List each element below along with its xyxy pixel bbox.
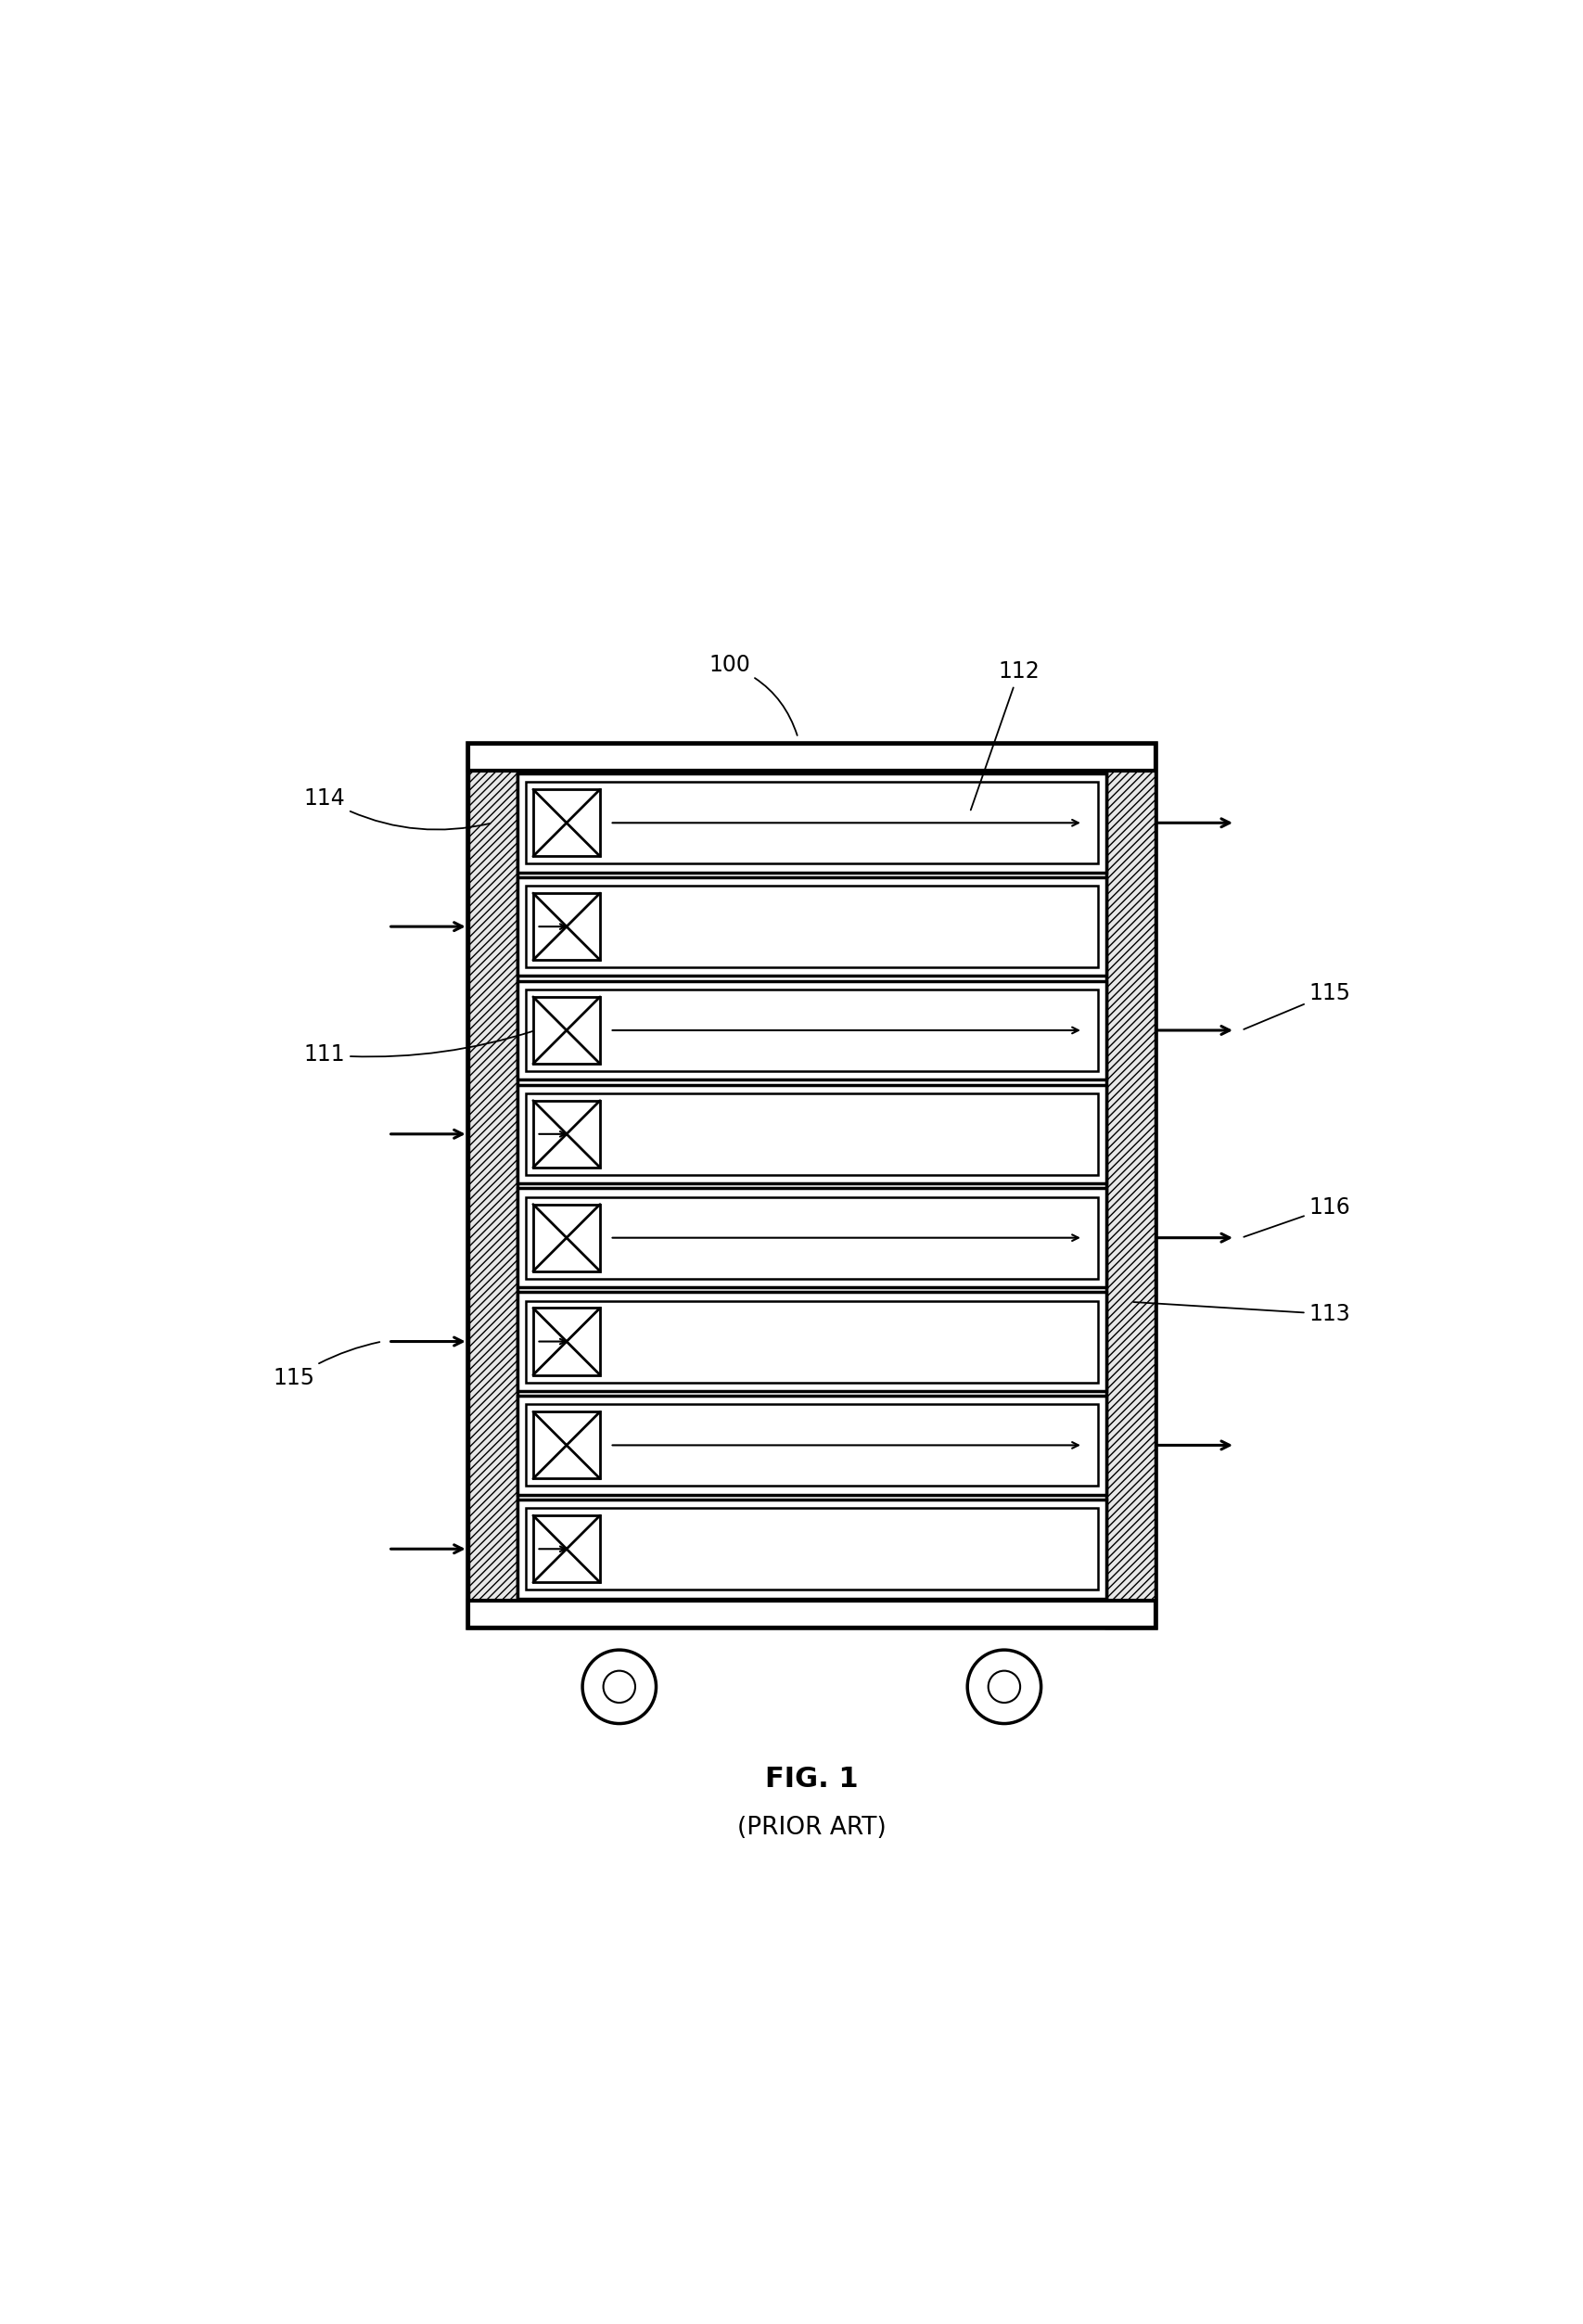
- Text: 112: 112: [970, 660, 1038, 811]
- Bar: [533, 1411, 600, 1478]
- Bar: [516, 981, 1105, 1081]
- Bar: [526, 1092, 1097, 1176]
- Bar: [526, 1301, 1097, 1383]
- Bar: [526, 990, 1097, 1071]
- Bar: [469, 744, 1156, 1627]
- Bar: [469, 744, 1156, 772]
- Bar: [526, 885, 1097, 967]
- Bar: [526, 1197, 1097, 1278]
- Text: 115: 115: [1243, 983, 1350, 1030]
- Bar: [516, 1499, 1105, 1599]
- Bar: [533, 1308, 600, 1376]
- Bar: [516, 1085, 1105, 1183]
- Text: 100: 100: [708, 653, 796, 734]
- Bar: [526, 1508, 1097, 1590]
- Circle shape: [583, 1650, 655, 1724]
- Bar: [516, 876, 1105, 976]
- Bar: [533, 1204, 600, 1271]
- Bar: [533, 790, 600, 855]
- Text: 116: 116: [1243, 1197, 1350, 1236]
- Text: 111: 111: [304, 1032, 533, 1067]
- Circle shape: [603, 1671, 635, 1703]
- Bar: [533, 1102, 600, 1167]
- Bar: [469, 1601, 1156, 1627]
- Bar: [526, 783, 1097, 865]
- Bar: [533, 997, 600, 1064]
- Bar: [516, 1292, 1105, 1390]
- Circle shape: [967, 1650, 1040, 1724]
- Bar: [1105, 744, 1156, 1627]
- Circle shape: [988, 1671, 1019, 1703]
- Text: 115: 115: [272, 1341, 380, 1390]
- Bar: [533, 1515, 600, 1583]
- Text: FIG. 1: FIG. 1: [765, 1766, 858, 1792]
- Bar: [516, 774, 1105, 872]
- Text: (PRIOR ART): (PRIOR ART): [736, 1815, 886, 1841]
- Bar: [526, 1404, 1097, 1485]
- Bar: [516, 1397, 1105, 1494]
- Text: 114: 114: [304, 788, 489, 830]
- Bar: [469, 744, 516, 1627]
- Text: 113: 113: [1133, 1301, 1350, 1325]
- Bar: [516, 1188, 1105, 1287]
- Bar: [533, 892, 600, 960]
